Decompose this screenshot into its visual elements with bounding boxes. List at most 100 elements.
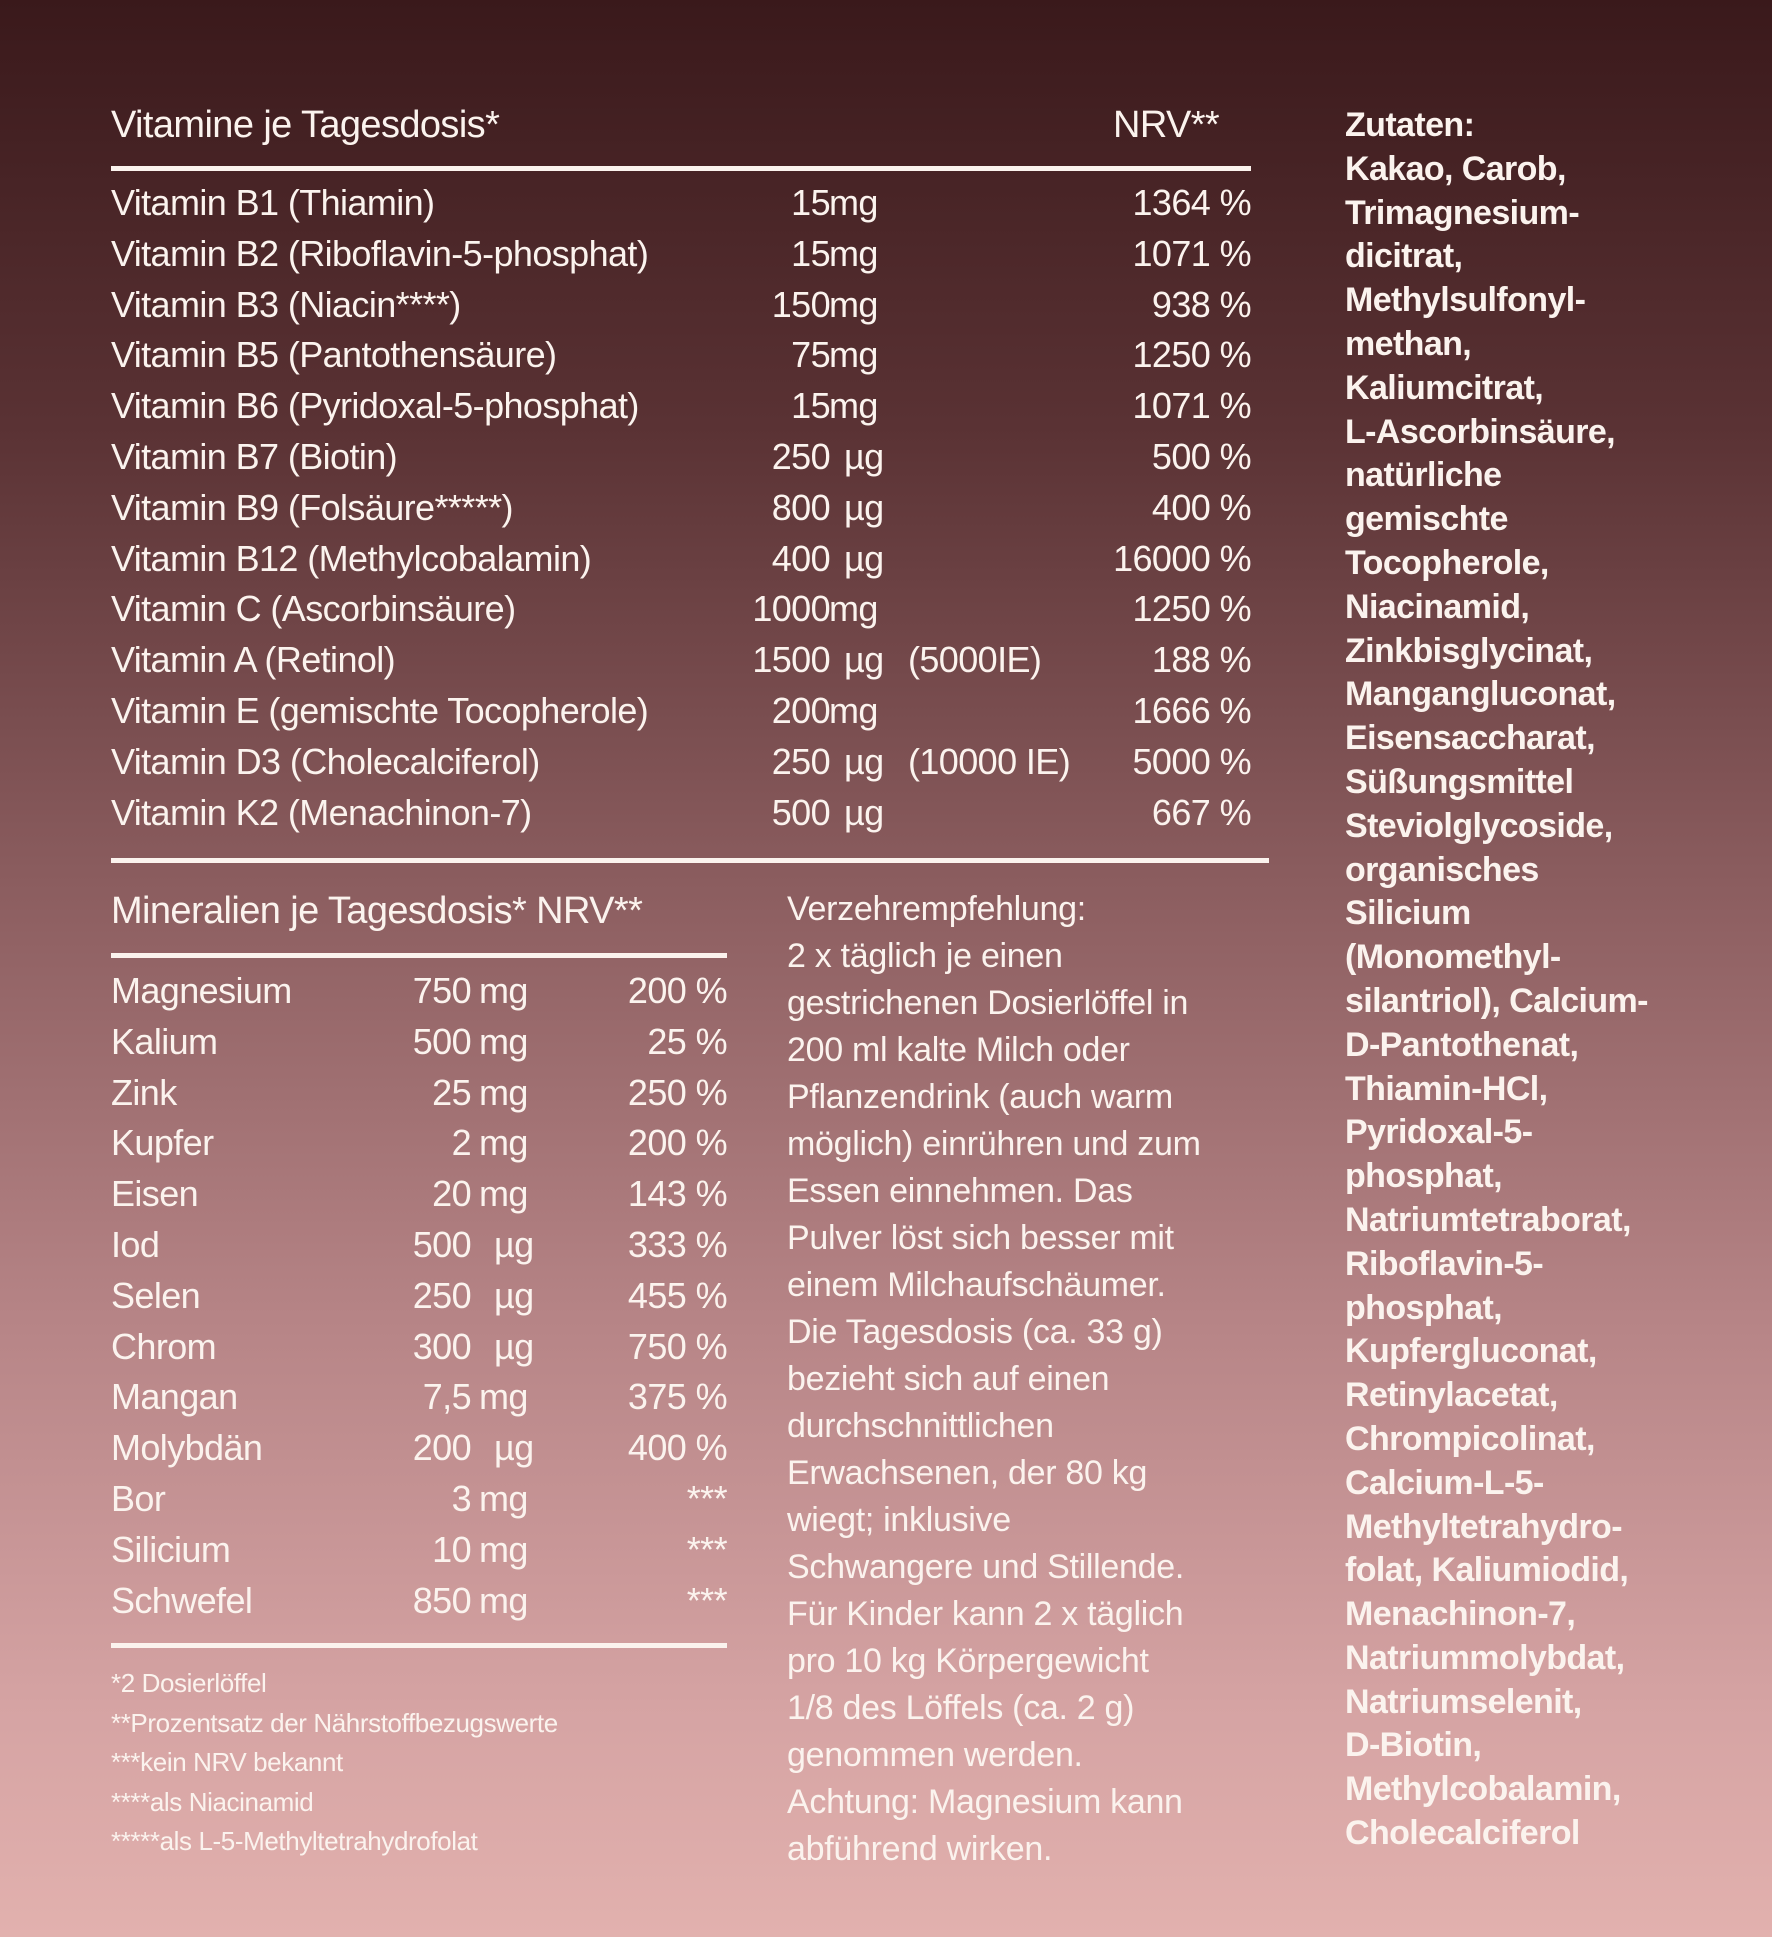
vitamin-nrv: 1250 %	[1132, 334, 1252, 376]
ingredients-line: Chrompicolinat,	[1345, 1419, 1595, 1458]
mineral-row: Molybdän 200 µg 400 %	[111, 1427, 728, 1477]
vitamin-unit: mg	[829, 385, 878, 427]
mineral-unit: µg	[494, 1224, 534, 1265]
mineral-unit: µg	[494, 1274, 534, 1316]
vitamin-nrv: 5000 %	[1132, 740, 1252, 782]
mineral-name: Schwefel	[111, 1579, 253, 1621]
vitamin-unit: µg	[844, 436, 884, 477]
vitamin-amount: 15	[791, 182, 830, 223]
usage-line: abführend wirken.	[787, 1830, 1053, 1868]
mineral-unit: mg	[479, 1020, 528, 1062]
vitamin-unit: mg	[829, 334, 878, 376]
mineral-row: Schwefel 850 mg ***	[111, 1579, 728, 1630]
mineral-row: Iod 500 µg 333 %	[111, 1224, 728, 1274]
footnote: ***kein NRV bekannt	[111, 1747, 343, 1777]
vitamin-nrv: 500 %	[1151, 436, 1252, 477]
usage-line: Für Kinder kann 2 x täglich	[787, 1595, 1184, 1633]
ingredients-line: Calcium-L-5-	[1345, 1463, 1544, 1502]
ingredients-line: silantriol), Calcium-	[1345, 981, 1649, 1020]
vitamin-amount: 15	[791, 232, 830, 274]
vitamin-name: Vitamin B12 (Methylcobalamin)	[111, 537, 592, 579]
vitamin-row: Vitamin B3 (Niacin****) 150 mg 938 %	[111, 283, 1252, 334]
usage-line: pro 10 kg Körpergewicht	[787, 1642, 1149, 1680]
mineral-amount: 20	[432, 1173, 471, 1215]
mineral-row: Selen 250 µg 455 %	[111, 1274, 728, 1325]
ingredients-line: D-Pantothenat,	[1345, 1025, 1579, 1064]
mineral-amount: 200	[412, 1427, 472, 1469]
ingredients-line: Cholecalciferol	[1345, 1814, 1580, 1853]
mineral-nrv: 750 %	[627, 1325, 728, 1367]
vitamin-nrv: 1666 %	[1132, 690, 1252, 731]
ingredients-line: Methylsulfonyl-	[1345, 281, 1586, 320]
ingredients-line: Niacinamid,	[1345, 587, 1530, 626]
ingredients-line: Zinkbisglycinat,	[1345, 631, 1593, 670]
vitamin-name: Vitamin E (gemischte Tocopherole)	[111, 690, 649, 731]
mineral-nrv: 250 %	[627, 1071, 728, 1113]
mineral-row: Chrom 300 µg 750 %	[111, 1325, 728, 1376]
vitamin-amount: 75	[791, 334, 830, 376]
mineral-name: Zink	[111, 1071, 177, 1113]
ingredients-line: Thiamin-HCl,	[1345, 1069, 1548, 1108]
vitamin-amount: 800	[771, 486, 831, 528]
mineral-row: Mangan 7,5 mg 375 %	[111, 1376, 728, 1426]
vitamin-name: Vitamin B9 (Folsäure*****)	[111, 486, 514, 528]
vitamin-amount: 250	[771, 436, 831, 477]
mineral-name: Selen	[111, 1274, 201, 1316]
ingredients-line: (Monomethyl-	[1345, 938, 1561, 977]
ingredients-line: Kaliumcitrat,	[1345, 368, 1544, 407]
ingredients-line: Natriummolybdat,	[1345, 1638, 1625, 1677]
mineral-amount: 10	[432, 1528, 471, 1570]
usage-line: Die Tagesdosis (ca. 33 g)	[787, 1313, 1163, 1351]
mineral-amount: 7,5	[422, 1376, 472, 1418]
usage-line: durchschnittlichen	[787, 1407, 1054, 1445]
usage-line: 2 x täglich je einen	[787, 937, 1063, 975]
vitamin-amount: 1500	[752, 639, 830, 681]
usage-line: 200 ml kalte Milch oder	[787, 1031, 1130, 1069]
mineral-amount: 2	[451, 1122, 472, 1164]
usage-line: Pflanzendrink (auch warm	[787, 1078, 1173, 1116]
ingredients-line: Trimagnesium-	[1345, 193, 1580, 232]
vitamin-row: Vitamin A (Retinol) 1500 µg (5000IE) 188 %	[111, 639, 1252, 689]
mineral-name: Magnesium	[111, 970, 292, 1011]
mineral-unit: mg	[479, 1579, 528, 1621]
vitamin-row: Vitamin C (Ascorbinsäure) 1000 mg 1250 %	[111, 588, 1252, 638]
ingredients-line: Tocopherole,	[1345, 543, 1549, 582]
ingredients-line: Menachinon-7,	[1345, 1595, 1576, 1634]
mineral-unit: mg	[479, 1071, 528, 1113]
vitamin-row: Vitamin E (gemischte Tocopherole) 200 mg 16…	[111, 690, 1252, 740]
vitamin-name: Vitamin B1 (Thiamin)	[111, 182, 435, 223]
ingredients-line: organisches	[1345, 850, 1539, 889]
ingredients-line: Steviolglycoside,	[1345, 806, 1613, 845]
vitamin-amount: 400	[771, 537, 831, 579]
footnote: *****als L-5-Methyltetrahydrofolat	[111, 1826, 478, 1856]
vitamin-amount: 250	[771, 740, 831, 782]
mineral-row: Kupfer 2 mg 200 %	[111, 1122, 728, 1172]
mineral-name: Chrom	[111, 1325, 217, 1367]
ingredients-line: Methylcobalamin,	[1345, 1770, 1621, 1809]
mineral-name: Eisen	[111, 1173, 199, 1215]
usage-line: gestrichenen Dosierlöffel in	[787, 984, 1189, 1022]
vitamin-row: Vitamin B6 (Pyridoxal-5-phosphat) 15 mg 107…	[111, 385, 1252, 435]
vitamin-amount: 150	[771, 283, 831, 325]
ingredients-line: Riboflavin-5-	[1345, 1244, 1544, 1283]
minerals-title: Mineralien je Tagesdosis* NRV**	[111, 890, 643, 932]
vitamin-row: Vitamin B2 (Riboflavin-5-phosphat) 15 mg 10…	[111, 232, 1252, 283]
mineral-name: Kalium	[111, 1020, 218, 1062]
mineral-nrv: 400 %	[627, 1427, 728, 1469]
usage-line: 1/8 des Löffels (ca. 2 g)	[787, 1689, 1135, 1727]
mineral-unit: mg	[479, 1528, 528, 1570]
ingredients-line: natürliche	[1345, 456, 1502, 495]
ingredients-line: gemischte	[1345, 500, 1508, 539]
vitamin-nrv: 1071 %	[1132, 232, 1252, 274]
mineral-amount: 25	[432, 1071, 471, 1113]
ingredients-line: Mangangluconat,	[1345, 675, 1616, 714]
vitamin-nrv: 400 %	[1151, 486, 1252, 528]
usage-line: Schwangere und Stillende.	[787, 1548, 1184, 1586]
footnote: *2 Dosierlöffel	[111, 1668, 267, 1698]
mineral-nrv: 333 %	[627, 1224, 728, 1265]
mineral-amount: 850	[412, 1579, 472, 1621]
vitamin-row: Vitamin B1 (Thiamin) 15 mg 1364 %	[111, 182, 1252, 232]
footnote: **Prozentsatz der Nährstoffbezugswerte	[111, 1707, 558, 1738]
ingredients-line: D-Biotin,	[1345, 1726, 1482, 1765]
usage-heading: Verzehrempfehlung:	[787, 890, 1086, 928]
